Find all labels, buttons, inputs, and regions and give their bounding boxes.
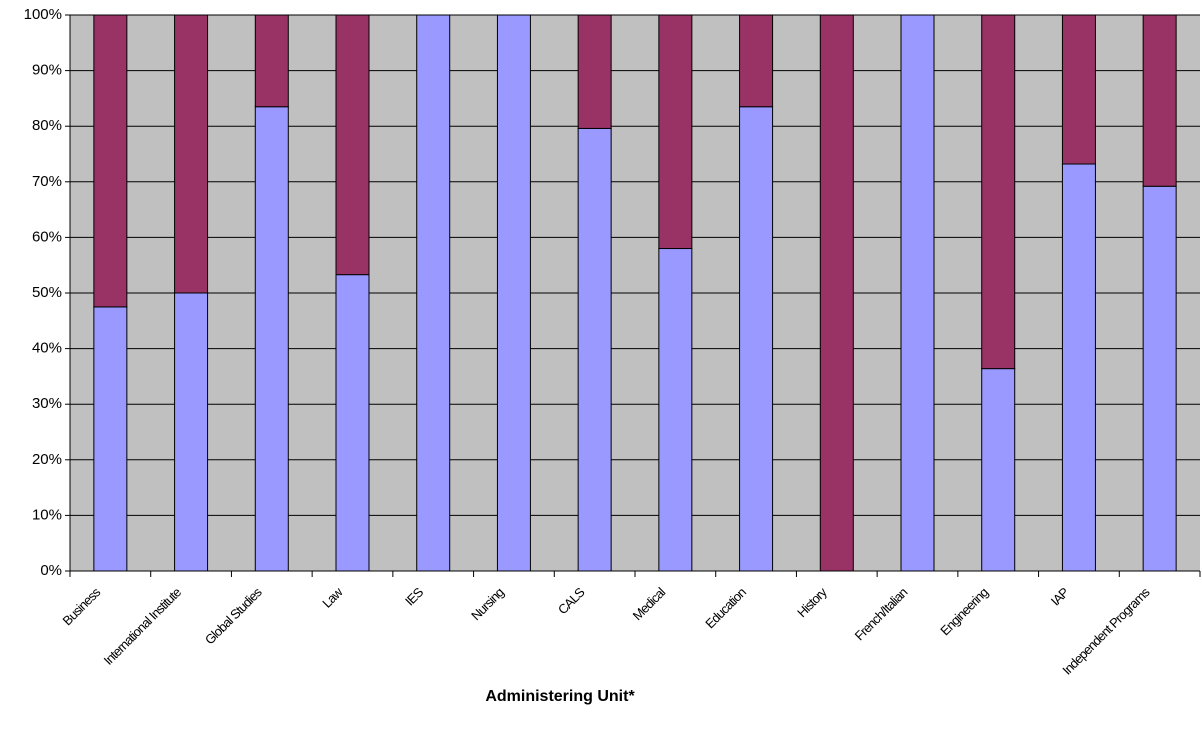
bar-segment	[981, 14, 1016, 370]
x-axis-title: Administering Unit*	[485, 688, 635, 705]
x-tick-label: Global Studies	[202, 584, 265, 647]
bar-segment	[658, 248, 693, 572]
bar-segment	[254, 14, 289, 108]
x-tick-label: Engineering	[937, 585, 991, 639]
bar-segment	[416, 14, 451, 572]
y-tick-label: 50%	[32, 284, 62, 301]
bar-segment	[577, 14, 612, 129]
x-tick-label: IES	[402, 584, 427, 609]
y-tick-label: 40%	[32, 340, 62, 357]
bar-segment	[1142, 185, 1177, 572]
bar-segment	[981, 368, 1016, 572]
bar-segment	[658, 14, 693, 250]
y-tick-label: 20%	[32, 451, 62, 468]
y-tick-label: 90%	[32, 62, 62, 79]
bar-segment	[739, 106, 774, 572]
y-tick-label: 0%	[40, 562, 62, 579]
y-tick-label: 100%	[24, 6, 62, 23]
bar-segment	[900, 14, 935, 572]
bar-segment	[819, 14, 854, 572]
bar-segment	[496, 14, 531, 572]
y-tick-label: 80%	[32, 117, 62, 134]
bar-segment	[739, 14, 774, 108]
x-tick-label: Medical	[630, 584, 669, 623]
bar-segment	[174, 292, 209, 572]
x-tick-label: History	[794, 584, 830, 620]
y-tick-label: 70%	[32, 173, 62, 190]
bar-segment	[174, 14, 209, 294]
y-tick-label: 60%	[32, 228, 62, 245]
x-tick-label: CALS	[555, 584, 588, 617]
x-tick-label: French/Italian	[852, 585, 911, 644]
x-tick-label: Law	[319, 584, 346, 611]
x-tick-label: Nursing	[468, 585, 507, 624]
bar-segment	[577, 127, 612, 572]
y-tick-label: 10%	[32, 506, 62, 523]
bar-segment	[254, 106, 289, 572]
bar-segment	[335, 274, 370, 572]
bar-segment	[93, 14, 128, 308]
bar-segment	[1061, 163, 1096, 572]
bar-segment	[1142, 14, 1177, 187]
bar-segment	[335, 14, 370, 276]
y-tick-label: 30%	[32, 395, 62, 412]
x-tick-label: International Institute	[101, 585, 184, 668]
bar-segment	[93, 306, 128, 572]
bar-segment	[1061, 14, 1096, 165]
x-tick-label: Independent Programs	[1059, 584, 1153, 678]
x-tick-label: IAP	[1048, 585, 1072, 609]
x-tick-label: Business	[60, 584, 104, 628]
x-tick-label: Education	[702, 585, 749, 632]
